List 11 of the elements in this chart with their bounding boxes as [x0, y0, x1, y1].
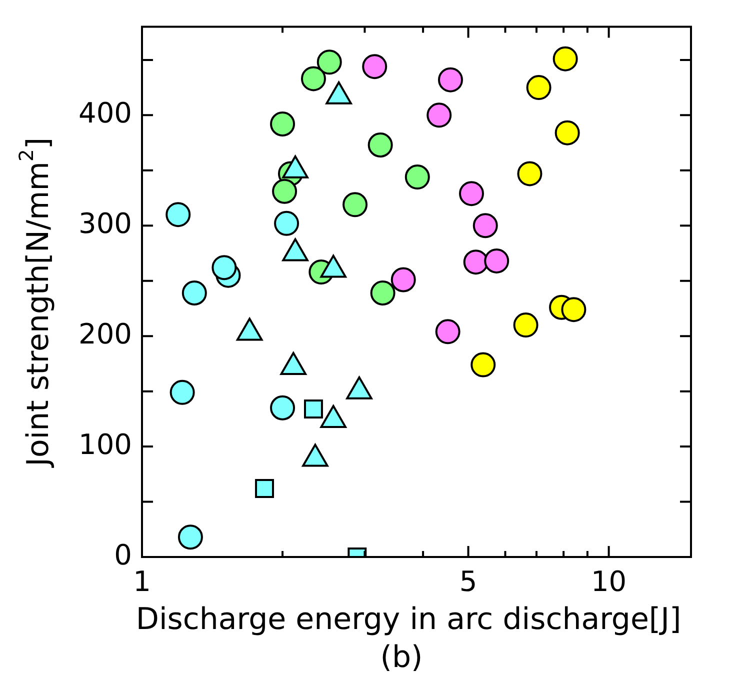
y-tick-label: 0 [114, 538, 132, 572]
x-tick-label: 5 [459, 565, 478, 598]
x-axis-title: Discharge energy in arc discharge[J] [136, 602, 682, 637]
y-axis-title: Joint strength[N/mm2] [15, 137, 56, 468]
y-tick-label: 200 [78, 317, 132, 350]
x-tick-label: 10 [590, 565, 627, 598]
y-tick-label: 300 [78, 206, 132, 240]
text: (b) [380, 640, 423, 675]
y-tick-label: 400 [78, 96, 132, 130]
y-tick-label: 100 [78, 428, 132, 461]
x-tick-label: 1 [133, 565, 151, 598]
